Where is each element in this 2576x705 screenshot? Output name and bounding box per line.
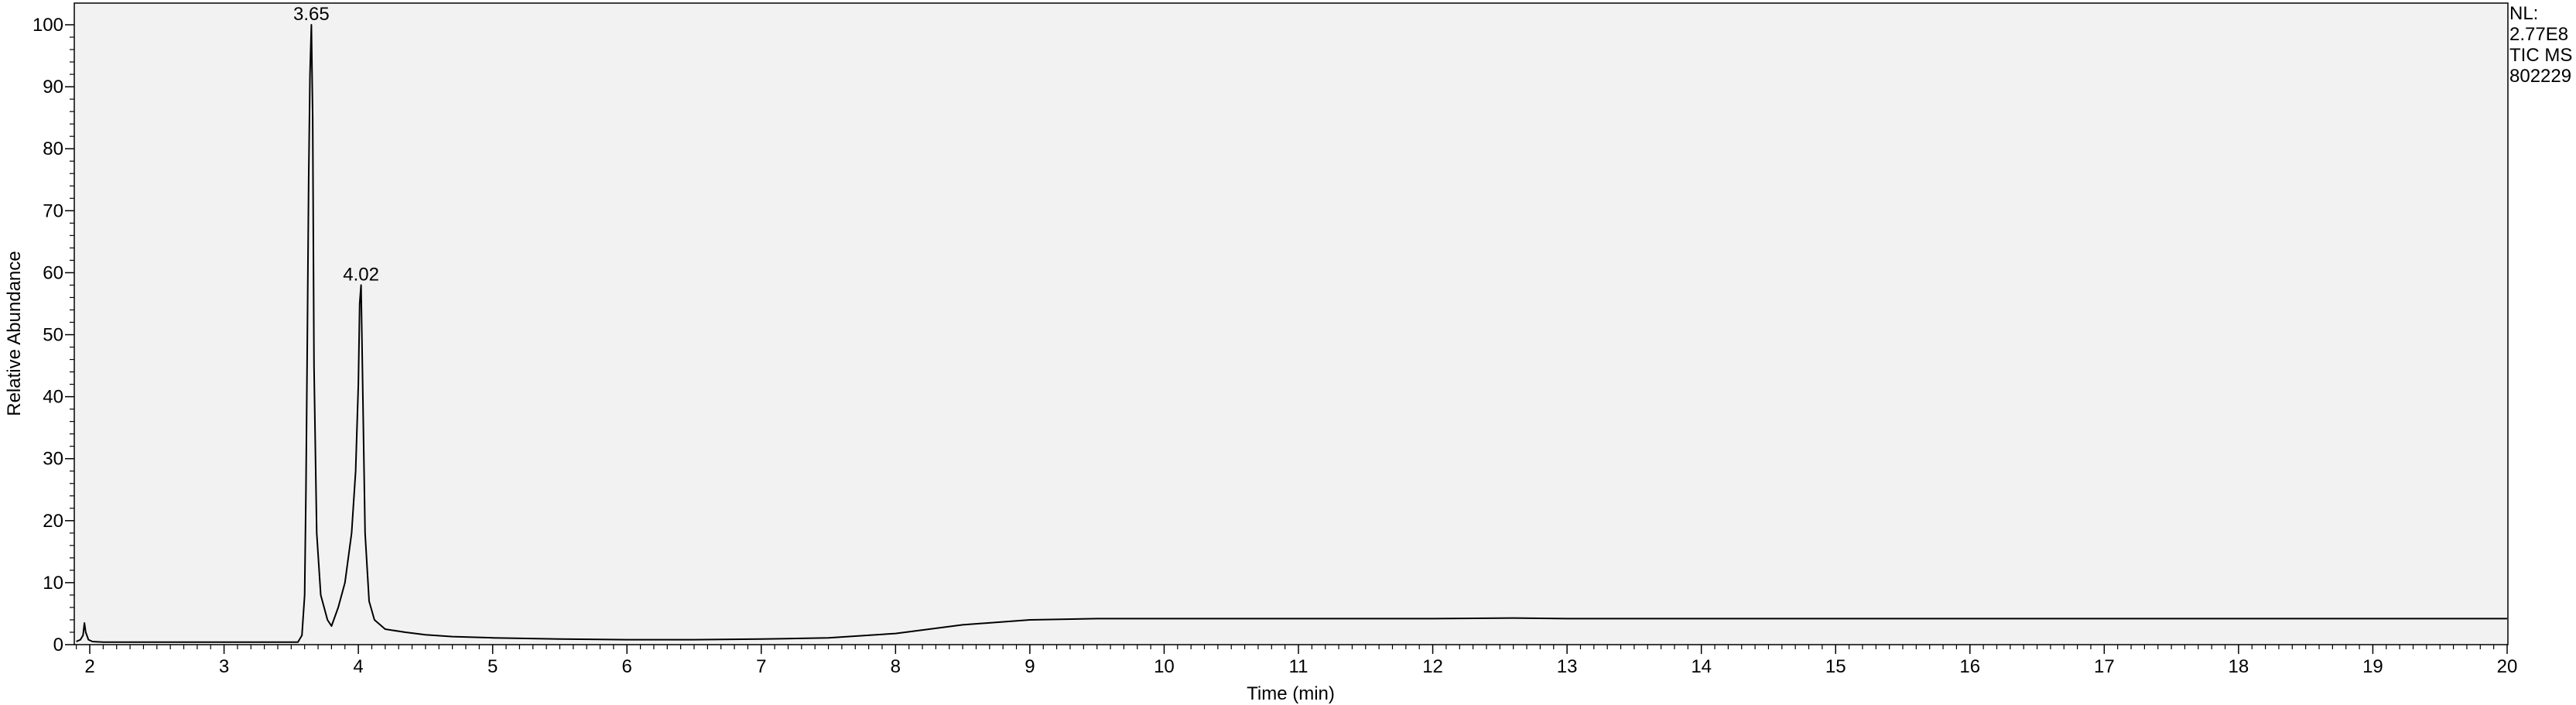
y-tick-label: 0 xyxy=(53,635,63,655)
y-tick-label: 80 xyxy=(43,139,63,159)
x-tick-label: 18 xyxy=(2229,656,2249,677)
y-tick-label: 50 xyxy=(43,325,63,346)
x-tick-label: 12 xyxy=(1422,656,1443,677)
x-tick-label: 9 xyxy=(1025,656,1035,677)
x-tick-label: 16 xyxy=(1959,656,1980,677)
x-tick-label: 14 xyxy=(1691,656,1712,677)
x-tick-label: 13 xyxy=(1557,656,1578,677)
x-tick-label: 17 xyxy=(2094,656,2115,677)
x-tick-label: 19 xyxy=(2362,656,2383,677)
x-axis-title: Time (min) xyxy=(1247,683,1335,704)
x-tick-label: 4 xyxy=(353,656,363,677)
y-tick-label: 70 xyxy=(43,200,63,221)
nl-label: NL: xyxy=(2509,3,2539,24)
file-id: 802229 xyxy=(2509,66,2572,87)
peak-label: 3.65 xyxy=(293,4,330,25)
x-tick-label: 8 xyxy=(891,656,901,677)
scan-type: TIC MS xyxy=(2509,45,2573,66)
peak-annotations: 3.65 4.02 xyxy=(293,4,379,285)
tic-trace-line xyxy=(76,24,2507,643)
peak-label: 4.02 xyxy=(343,264,379,285)
x-tick-label: 15 xyxy=(1825,656,1846,677)
y-axis-title: Relative Abundance xyxy=(4,251,25,416)
y-tick-label: 20 xyxy=(43,511,63,532)
x-tick-label: 2 xyxy=(84,656,94,677)
x-tick-label: 10 xyxy=(1154,656,1175,677)
x-tick-label: 6 xyxy=(622,656,632,677)
x-tick-label: 11 xyxy=(1289,656,1309,677)
y-tick-label: 10 xyxy=(43,573,63,594)
x-tick-label: 3 xyxy=(219,656,229,677)
y-tick-label: 30 xyxy=(43,449,63,470)
axis-ticks: 2 3 4 5 6 7 8 9 10 11 12 13 14 15 16 17 18 19 20 0 10 20 30 40 5… xyxy=(32,15,2517,677)
x-tick-label: 7 xyxy=(756,656,766,677)
y-tick-label: 100 xyxy=(32,15,63,36)
y-tick-label: 60 xyxy=(43,262,63,283)
plot-area xyxy=(74,2,2509,645)
y-tick-label: 40 xyxy=(43,387,63,408)
x-tick-label: 5 xyxy=(487,656,498,677)
x-tick-label: 20 xyxy=(2497,656,2518,677)
y-tick-label: 90 xyxy=(43,77,63,98)
nl-value: 2.77E8 xyxy=(2509,24,2569,45)
normalization-info: NL: 2.77E8 TIC MS 802229 xyxy=(2509,3,2572,87)
